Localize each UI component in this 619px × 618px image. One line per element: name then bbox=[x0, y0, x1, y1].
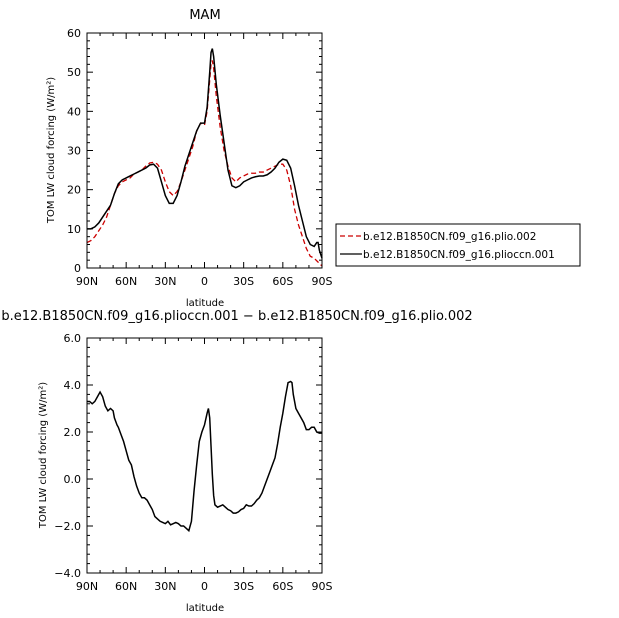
top-y-tick-label: 40 bbox=[67, 105, 81, 118]
bottom-x-tick-label: 60N bbox=[115, 580, 137, 593]
bottom-x-tick-label: 30N bbox=[154, 580, 176, 593]
top-x-tick-label: 90N bbox=[76, 275, 98, 288]
top-axis-ticks: 90N 60N 30N 0 30S 60S 90S 0 10 20 30 40 50 60 bbox=[67, 27, 333, 288]
top-x-tick-label: 60N bbox=[115, 275, 137, 288]
bottom-y-axis-title: TOM LW cloud forcing (W/m²) bbox=[38, 382, 49, 529]
top-x-axis-title: latitude bbox=[186, 298, 224, 309]
bottom-plot-title: b.e12.B1850CN.f09_g16.plioccn.001 − b.e1… bbox=[1, 309, 472, 324]
legend-box bbox=[335, 223, 581, 267]
top-x-tick-label: 0 bbox=[201, 275, 208, 288]
bottom-x-tick-label: 90N bbox=[76, 580, 98, 593]
top-y-axis-title: TOM LW cloud forcing (W/m²) bbox=[46, 77, 57, 224]
bottom-series-line-0 bbox=[87, 380, 322, 533]
bottom-x-tick-label: 90S bbox=[312, 580, 333, 593]
bottom-axis-ticks: 90N 60N 30N 0 30S 60S 90S −4.0 −2.0 0.0 2.0 4.0 6.0 bbox=[54, 332, 332, 593]
legend: b.e12.B1850CN.f09_g16.plio.002 b.e12.B18… bbox=[335, 223, 581, 267]
top-series-group bbox=[86, 48, 323, 267]
top-plot-title: MAM bbox=[189, 8, 220, 23]
top-x-tick-label: 30S bbox=[233, 275, 254, 288]
top-x-tick-label: 30N bbox=[154, 275, 176, 288]
legend-label-plioccn: b.e12.B1850CN.f09_g16.plioccn.001 bbox=[363, 249, 555, 261]
legend-label-plio: b.e12.B1850CN.f09_g16.plio.002 bbox=[363, 231, 536, 243]
top-series-line-0 bbox=[86, 60, 323, 267]
bottom-x-tick-label: 60S bbox=[272, 580, 293, 593]
top-y-tick-label: 50 bbox=[67, 66, 81, 79]
bottom-panel: b.e12.B1850CN.f09_g16.plioccn.001 − b.e1… bbox=[1, 309, 472, 614]
bottom-y-tick-label: 4.0 bbox=[64, 379, 82, 392]
top-y-tick-label: 60 bbox=[67, 27, 81, 40]
bottom-plot-frame bbox=[86, 337, 323, 574]
bottom-y-tick-label: 6.0 bbox=[64, 332, 82, 345]
bottom-x-tick-label: 30S bbox=[233, 580, 254, 593]
bottom-series-group bbox=[87, 380, 322, 533]
bottom-y-tick-label: −2.0 bbox=[54, 520, 81, 533]
bottom-y-tick-label: 2.0 bbox=[64, 426, 82, 439]
top-x-tick-label: 90S bbox=[312, 275, 333, 288]
bottom-x-axis-title: latitude bbox=[186, 603, 224, 614]
bottom-y-tick-label: −4.0 bbox=[54, 567, 81, 580]
bottom-y-tick-label: 0.0 bbox=[64, 473, 82, 486]
top-series-line-1 bbox=[87, 48, 323, 259]
top-plot-frame bbox=[86, 32, 323, 269]
top-y-tick-label: 10 bbox=[67, 223, 81, 236]
top-y-tick-label: 30 bbox=[67, 145, 81, 158]
top-x-tick-label: 60S bbox=[272, 275, 293, 288]
top-panel: MAM 90N 60N 30N 0 30S 60S 90S 0 10 20 30 40 50 60 lat… bbox=[46, 8, 333, 309]
bottom-x-tick-label: 0 bbox=[201, 580, 208, 593]
top-y-tick-label: 20 bbox=[67, 184, 81, 197]
top-y-tick-label: 0 bbox=[74, 262, 81, 275]
